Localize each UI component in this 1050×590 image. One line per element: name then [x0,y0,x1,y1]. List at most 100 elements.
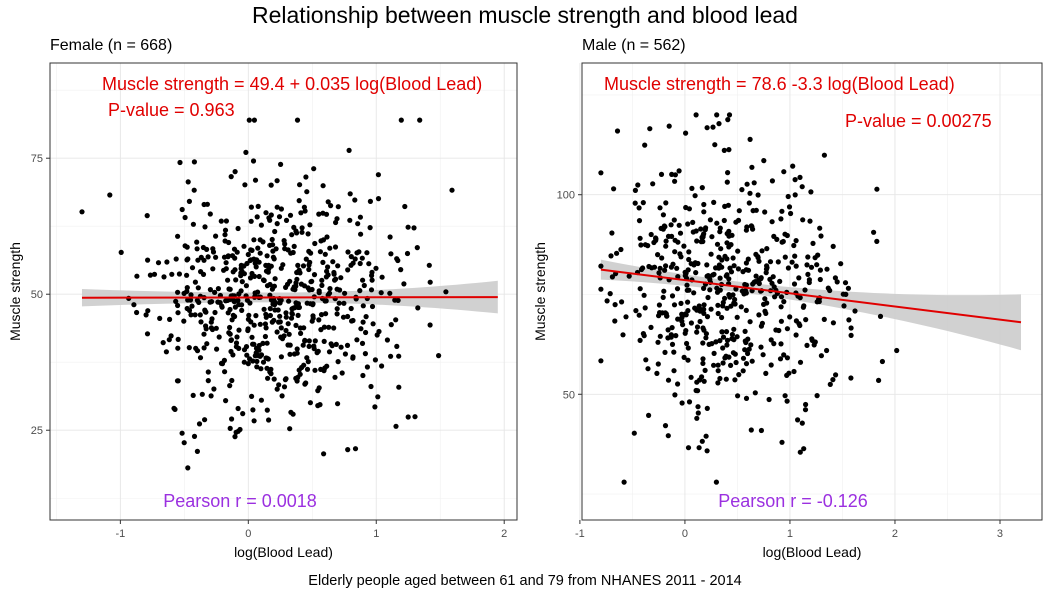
data-point [779,439,785,445]
data-point [345,313,351,320]
data-point [276,214,283,220]
data-point [211,386,217,392]
data-point [833,372,839,378]
data-point [302,337,308,343]
data-point [195,285,201,291]
data-point [803,401,809,408]
data-point [285,342,291,348]
data-point [306,343,312,349]
data-point [654,370,660,376]
data-point [318,327,324,333]
data-point [267,306,273,312]
data-point [235,225,241,232]
data-point [845,285,852,291]
data-point [320,237,327,243]
data-point [728,269,735,275]
data-point [759,320,766,326]
data-point [701,310,707,316]
data-point [289,310,295,316]
data-point [176,271,182,277]
data-point [364,250,370,256]
data-point [811,342,817,348]
data-point [637,286,643,292]
data-point [720,334,727,340]
data-point [249,334,255,340]
data-point [636,312,642,318]
data-point [685,267,691,273]
data-point [708,251,714,257]
data-point [402,203,408,210]
data-point [842,280,849,286]
data-point [711,362,717,368]
data-point [665,327,671,333]
data-point [347,217,353,223]
data-point [360,319,366,325]
data-point [203,309,209,315]
data-point [753,273,759,279]
data-point [294,269,300,276]
data-point [717,338,723,344]
data-point [728,362,734,368]
data-point [239,307,245,313]
panel-male-points [598,112,900,485]
panel-female-points [79,117,455,471]
data-point [637,337,643,343]
data-point [721,147,727,153]
data-point [225,253,231,259]
data-point [233,340,240,346]
data-point [293,283,299,289]
data-point [227,324,233,331]
data-point [668,334,674,340]
data-point [674,286,681,292]
data-point [355,221,361,227]
data-point [347,191,353,197]
data-point [396,353,402,359]
data-point [356,249,362,255]
data-point [273,246,279,252]
data-point [301,362,307,368]
data-point [335,359,341,365]
data-point [215,286,221,292]
y-tick-label: 75 [31,153,43,165]
data-point [749,164,755,170]
data-point [269,236,275,243]
data-point [198,269,204,275]
data-point [144,331,151,337]
data-point [821,316,827,322]
data-point [648,231,654,238]
data-point [771,341,777,347]
panel-male-pearson: Pearson r = -0.126 [718,491,868,511]
data-point [626,273,632,279]
data-point [731,337,737,343]
data-point [784,372,790,378]
data-point [748,427,754,433]
data-point [182,214,188,221]
data-point [345,267,351,273]
data-point [324,363,330,369]
data-point [405,414,411,420]
data-point [686,399,693,405]
data-point [700,340,706,346]
data-point [205,378,211,384]
data-point [710,124,716,130]
data-point [324,234,330,240]
data-point [267,242,273,248]
data-point [636,218,643,224]
data-point [724,231,730,237]
data-point [717,229,723,235]
data-point [735,248,741,254]
data-point [671,349,677,355]
data-point [194,448,200,454]
panel-female-border [49,62,518,521]
data-point [664,313,670,319]
data-point [145,257,151,263]
data-point [786,204,793,210]
data-point [779,208,785,214]
data-point [223,218,229,224]
data-point [792,177,798,183]
data-point [304,366,311,372]
data-point [621,479,627,485]
data-point [669,171,675,177]
data-point [213,233,219,239]
data-point [294,378,300,384]
